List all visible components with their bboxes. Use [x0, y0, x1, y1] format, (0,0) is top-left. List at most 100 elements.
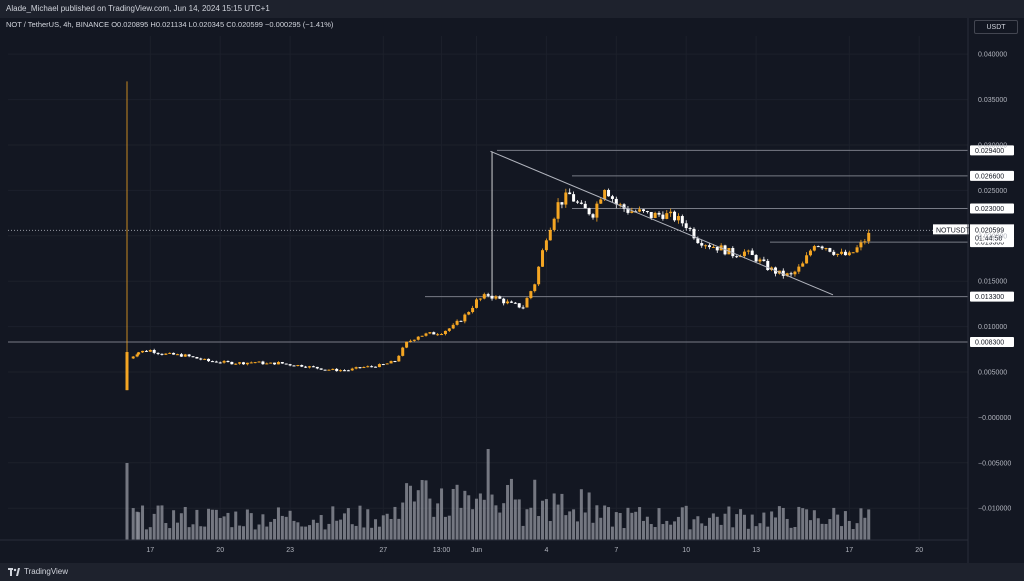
candle-body [296, 365, 300, 367]
candle-body [498, 296, 502, 299]
volume-bar [618, 512, 622, 540]
volume-bar [455, 484, 459, 540]
volume-bar [626, 507, 630, 540]
volume-bar [498, 512, 502, 540]
volume-bar [144, 529, 148, 540]
volume-bar [525, 509, 529, 540]
candle-body [820, 246, 824, 249]
volume-bar [676, 516, 680, 540]
candle-body [657, 212, 661, 215]
volume-bar [770, 511, 774, 540]
candle-body [335, 368, 339, 372]
candle-body [207, 358, 211, 362]
volume-bar [828, 519, 832, 540]
candle-body [131, 356, 135, 359]
candle-body [688, 228, 692, 230]
volume-bar [820, 523, 824, 540]
candle-body [311, 366, 315, 368]
volume-bar [727, 506, 731, 540]
volume-bar [164, 523, 168, 540]
candle-body [708, 245, 711, 248]
volume-bar [428, 498, 432, 540]
volume-bar [393, 506, 397, 540]
volume-bar [723, 513, 727, 540]
volume-bar [797, 506, 801, 540]
candle-body [308, 366, 312, 368]
descending-trendline[interactable] [490, 150, 834, 296]
candle-body [696, 238, 700, 244]
level-price-label: 0.008300 [975, 340, 1004, 347]
volume-bar [735, 514, 739, 540]
candle-body [630, 211, 634, 213]
candle-body [315, 366, 319, 369]
price-tick-label: 0.020000 [978, 233, 1007, 240]
level-price-tag [970, 203, 1014, 214]
candle-body [245, 362, 249, 365]
candle-body [276, 362, 280, 365]
candle-body [812, 246, 816, 251]
symbol-label[interactable]: NOT / TetherUS, 4h, BINANCE [6, 20, 110, 29]
volume-bar [377, 526, 381, 540]
volume-bar [793, 526, 797, 540]
high-label: H [150, 20, 156, 29]
volume-bar [719, 524, 723, 540]
high-value: 0.021134 [155, 20, 187, 29]
volume-bar [183, 506, 187, 540]
candle-body [801, 263, 805, 267]
volume-bar [537, 516, 541, 540]
candle-body [203, 358, 207, 360]
volume-bar [801, 508, 805, 540]
volume-bar [742, 514, 746, 540]
current-price-tag [970, 224, 1014, 243]
candle-body [238, 362, 242, 364]
candle-body [843, 251, 847, 256]
volume-bar [560, 493, 564, 540]
volume-bar [207, 508, 211, 540]
volume-bar [599, 517, 603, 540]
volume-bar [591, 522, 595, 540]
candle-body [742, 251, 746, 257]
candle-body [408, 340, 412, 342]
candle-body [529, 291, 533, 299]
volume-bar [630, 512, 634, 540]
volume-bar [816, 518, 820, 540]
symbol-tag [933, 224, 969, 235]
candle-body [331, 368, 335, 370]
candle-body [362, 367, 366, 369]
candle-body [397, 355, 401, 362]
volume-bar [230, 527, 234, 540]
volume-bar [342, 513, 346, 540]
volume-bar [269, 521, 273, 540]
time-axis[interactable]: 17 20 23 27 13:00 Jun 4 7 10 13 17 20 [0, 539, 968, 554]
volume-bar [308, 525, 312, 540]
volume-bar [331, 506, 335, 540]
candle-body [762, 259, 766, 261]
volume-bar [370, 527, 374, 540]
candle-body [156, 352, 160, 354]
candle-body [622, 204, 626, 209]
candle-body [797, 266, 801, 272]
volume-bar [261, 514, 265, 540]
candle-body [575, 201, 579, 203]
volume-bar [568, 511, 572, 540]
candle-body [226, 361, 230, 363]
volume-bar [420, 480, 424, 540]
trendline[interactable] [490, 150, 834, 296]
candle-body [653, 212, 657, 218]
volume-bar [304, 526, 308, 540]
candle-body [346, 370, 350, 372]
volume-bar [556, 504, 560, 540]
volume-bar [475, 498, 478, 540]
price-axis[interactable]: 0.040000 0.035000 0.030000 0.025000 0.020000… [967, 18, 1011, 563]
volume-bar [684, 505, 688, 540]
candle-body [377, 364, 381, 368]
candle-body [467, 312, 471, 315]
candle-body [164, 353, 168, 355]
volume-bar [276, 507, 280, 540]
currency-button[interactable]: USDT [974, 20, 1018, 34]
volume-bar [544, 499, 548, 540]
volume-bar [583, 512, 587, 540]
volume-bar [315, 522, 319, 540]
volume-bar [463, 490, 467, 540]
